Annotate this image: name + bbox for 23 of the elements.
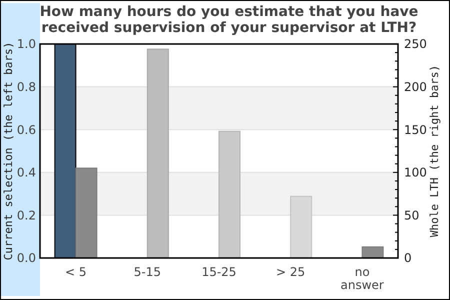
x-tick-label: > 25 xyxy=(276,265,306,279)
x-tick-label: < 5 xyxy=(65,265,87,279)
y-tick-label: 0.0 xyxy=(16,251,36,266)
chart-title: How many hours do you estimate that you have received supervision of your supervisor at LTH? xyxy=(40,4,418,36)
y-tick-label: 0.6 xyxy=(16,122,36,137)
y2-tick-label: 0 xyxy=(404,251,412,266)
y-tick-label: 0.2 xyxy=(16,208,36,222)
y-tick-label: 1.0 xyxy=(16,37,36,52)
y-tick-label: 0.4 xyxy=(16,166,36,180)
x-tick-label: 15-25 xyxy=(202,265,236,279)
y2-tick-label: 100 xyxy=(404,166,427,180)
bar xyxy=(146,48,169,258)
y2-tick-label: 50 xyxy=(404,208,420,222)
bar xyxy=(218,130,240,258)
y2-tick-label: 150 xyxy=(404,122,427,137)
x-tick-label: 5-15 xyxy=(134,265,162,279)
x-tick-label: no answer xyxy=(340,265,384,292)
y-axis-title: Current selection (the left bars) xyxy=(2,42,15,260)
y2-tick-label: 200 xyxy=(404,80,427,94)
bar xyxy=(362,246,384,258)
y-tick-label: 0.8 xyxy=(16,80,36,94)
y2-axis-title: Whole LTH (the right bars) xyxy=(428,64,441,238)
y2-tick-label: 250 xyxy=(404,37,427,52)
